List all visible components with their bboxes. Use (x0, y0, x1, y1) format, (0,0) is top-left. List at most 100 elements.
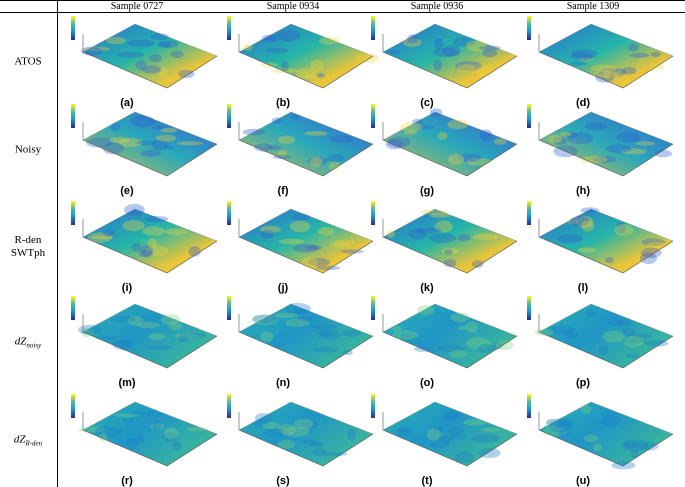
surface-texture (310, 59, 324, 72)
surface-texture (472, 233, 500, 241)
surface-texture (86, 137, 113, 148)
surface-texture (420, 209, 449, 215)
surface-texture (151, 125, 165, 130)
surface-texture (471, 433, 500, 444)
surface-texture (96, 335, 115, 341)
surface-texture (577, 247, 596, 253)
surface-texture (635, 141, 656, 146)
surface-texture (122, 418, 135, 424)
surface-texture (173, 333, 201, 339)
surface-texture (142, 226, 166, 236)
surface-plot (227, 104, 374, 177)
surface-texture (135, 60, 147, 71)
surface-texture (416, 124, 434, 130)
surface-texture (402, 37, 422, 47)
surface-texture (494, 138, 507, 145)
surface-texture (639, 252, 658, 265)
column-header: Sample 0934 (267, 1, 320, 12)
surface-texture (451, 433, 467, 440)
surface-texture (432, 47, 459, 58)
surface-texture (110, 316, 136, 323)
row-label: SWTph (11, 247, 46, 259)
column-header: Sample 0727 (111, 1, 164, 12)
surface-plot (371, 296, 518, 369)
column-header: Sample 0936 (411, 1, 464, 12)
colorbar (527, 201, 531, 225)
surface-texture (403, 130, 417, 135)
panel-label: (d) (576, 97, 590, 109)
surface-texture (164, 145, 174, 150)
surface-texture (252, 314, 278, 324)
surface-texture (387, 136, 411, 148)
surface-texture (91, 235, 114, 240)
surface-texture (304, 131, 328, 136)
surface-texture (557, 234, 583, 244)
surface-texture (290, 114, 301, 120)
surface-texture (158, 68, 169, 77)
axis-edge (466, 55, 518, 89)
surface-texture (155, 134, 177, 142)
surface-texture (621, 148, 648, 155)
surface-texture (118, 138, 143, 148)
axis-edge (538, 331, 624, 369)
surface-texture (188, 332, 207, 339)
surface-texture (151, 139, 168, 151)
surface-texture (151, 33, 169, 41)
surface-texture (330, 135, 354, 144)
panel-label: (j) (278, 282, 289, 294)
surface-texture (429, 233, 457, 244)
panel-label: (u) (576, 475, 590, 487)
axis-edge (166, 240, 218, 274)
surface-texture (386, 230, 395, 238)
axis-edge (238, 236, 324, 274)
surface-texture (307, 157, 328, 165)
surface-texture (621, 67, 637, 75)
surface-texture (142, 65, 162, 74)
row-label-sub: R-den (24, 440, 42, 448)
axis-edge (538, 236, 624, 274)
surface-texture (305, 74, 319, 80)
surface-plot (71, 296, 218, 369)
axis-edge (622, 143, 674, 177)
panel-label: (p) (576, 377, 590, 389)
surface-texture (432, 426, 444, 434)
panel-label: (a) (120, 97, 134, 109)
axis-edge (382, 139, 468, 177)
surface-texture (160, 127, 178, 133)
surface-texture (444, 249, 453, 255)
surface-texture (329, 242, 352, 248)
surface-texture (563, 330, 578, 340)
surface-texture (135, 434, 145, 444)
surface-texture (575, 216, 594, 228)
surface-texture (457, 325, 468, 331)
surface (238, 111, 374, 177)
surface-texture (395, 426, 413, 438)
surface-texture (289, 220, 311, 233)
axis-edge (82, 236, 168, 274)
axis-edge (322, 55, 374, 89)
surface-texture (476, 64, 494, 77)
surface-plot (371, 104, 518, 177)
surface-texture (631, 333, 653, 339)
panel-label: (f) (278, 185, 289, 197)
surface-texture (465, 337, 491, 349)
surface-texture (569, 216, 590, 227)
surface-texture (441, 45, 461, 57)
surface-texture (147, 238, 158, 249)
surface-texture (411, 118, 424, 126)
panel-label: (g) (420, 185, 434, 197)
surface-texture (294, 418, 314, 430)
surface-texture (342, 329, 362, 337)
axis-edge (622, 433, 674, 467)
surface-texture (340, 249, 364, 254)
surface-texture (280, 61, 289, 72)
surface-texture (262, 428, 289, 437)
surface-texture (304, 244, 322, 251)
surface-texture (447, 426, 465, 436)
surface-texture (481, 49, 498, 58)
surface-texture (137, 322, 161, 329)
surface-texture (109, 122, 122, 131)
axis-edge (382, 331, 468, 369)
surface-texture (534, 328, 554, 336)
surface-texture (452, 37, 476, 48)
